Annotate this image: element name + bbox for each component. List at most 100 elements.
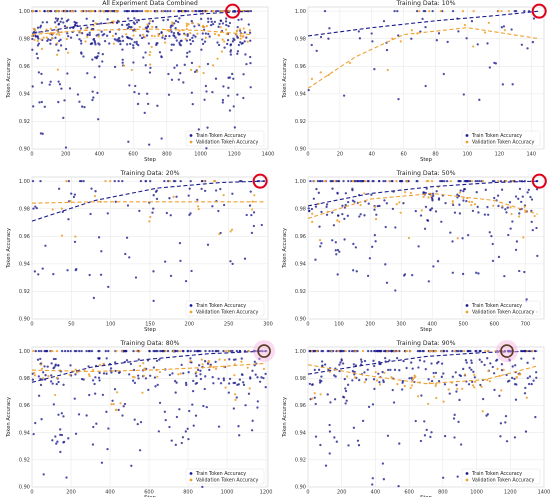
train-point (90, 187, 93, 190)
train-point (385, 48, 389, 52)
highlight-ring (252, 173, 268, 189)
train-point (264, 385, 267, 389)
train-point (214, 77, 218, 80)
train-point (181, 349, 185, 353)
train-point (367, 202, 370, 205)
train-point (504, 414, 508, 418)
validation-point (211, 64, 215, 67)
train-point (199, 369, 202, 372)
y-tick-label: 0.98 (19, 206, 30, 212)
train-point (243, 257, 247, 260)
train-point (397, 97, 400, 101)
validation-point (87, 373, 91, 376)
validation-point (396, 349, 399, 353)
validation-point (187, 23, 190, 26)
train-point (60, 87, 63, 90)
train-point (443, 383, 447, 386)
train-point (339, 361, 342, 364)
train-point (256, 400, 259, 403)
train-point (344, 402, 347, 405)
train-point (437, 379, 441, 383)
train-point (461, 272, 465, 276)
train-point (40, 418, 43, 421)
train-point (328, 423, 331, 427)
train-point (346, 214, 349, 217)
train-point (137, 92, 141, 95)
train-point (183, 9, 186, 13)
train-point (443, 179, 446, 183)
train-point (114, 200, 117, 203)
train-point (216, 41, 219, 44)
train-point (117, 40, 120, 43)
train-point (238, 434, 241, 437)
train-point (94, 9, 97, 13)
train-point (198, 9, 202, 13)
train-point (144, 179, 147, 183)
train-point (514, 364, 517, 367)
validation-point (223, 40, 226, 43)
train-point (336, 191, 339, 195)
train-point (214, 360, 217, 364)
train-point (137, 43, 140, 47)
train-point (168, 34, 171, 38)
y-tick-label: 0.92 (19, 119, 30, 125)
validation-point (409, 386, 412, 390)
train-point (488, 231, 491, 234)
train-point (123, 402, 127, 406)
train-point (94, 190, 97, 193)
train-point (107, 9, 110, 13)
train-point (179, 72, 182, 75)
validation-point (470, 200, 474, 204)
validation-point (213, 32, 216, 36)
train-point (34, 421, 37, 425)
train-point (87, 365, 90, 368)
legend-label-train: Train Token Accuracy (195, 471, 246, 477)
train-point (411, 273, 414, 277)
train-point (396, 9, 399, 13)
validation-point (97, 35, 100, 38)
train-point (175, 39, 178, 42)
train-point (243, 40, 246, 43)
train-point (34, 349, 37, 353)
validation-point (403, 384, 406, 388)
train-point (239, 41, 242, 44)
train-point (338, 250, 341, 253)
train-point (258, 179, 261, 183)
x-tick-label: 60 (400, 152, 406, 158)
train-point (70, 192, 73, 195)
train-point (348, 349, 351, 353)
train-point (103, 39, 107, 43)
train-point (319, 443, 322, 447)
train-point (437, 32, 441, 35)
train-point (114, 361, 117, 364)
train-point (177, 20, 180, 24)
train-point (206, 17, 210, 20)
train-point (131, 9, 135, 13)
train-point (158, 51, 162, 54)
train-point (152, 207, 155, 210)
train-point (55, 382, 58, 386)
train-point (411, 367, 414, 370)
train-point (308, 209, 311, 213)
train-point (43, 349, 46, 353)
train-point (320, 360, 324, 363)
train-point (452, 417, 456, 420)
validation-points (310, 10, 510, 80)
train-point (477, 211, 480, 214)
train-point (43, 9, 46, 13)
train-point (488, 66, 491, 69)
train-point (398, 369, 401, 372)
train-point (362, 179, 365, 183)
validation-point (454, 349, 457, 353)
train-point (432, 371, 435, 375)
train-point (68, 87, 72, 90)
train-point (213, 20, 217, 23)
validation-point (253, 194, 256, 197)
train-point (244, 404, 247, 407)
train-point (64, 47, 68, 51)
validation-point (386, 68, 389, 72)
train-point (442, 372, 445, 375)
train-point (401, 388, 404, 391)
highlight-ring (531, 173, 547, 189)
